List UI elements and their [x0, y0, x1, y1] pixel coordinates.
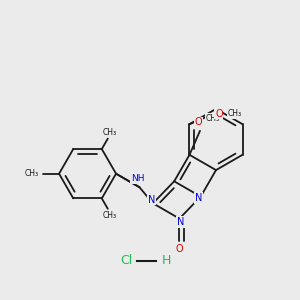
Text: O: O — [195, 117, 202, 128]
Text: NH: NH — [131, 174, 145, 183]
Text: CH₃: CH₃ — [206, 114, 220, 123]
Text: O: O — [215, 109, 223, 119]
Text: Cl: Cl — [120, 254, 132, 268]
Text: CH₃: CH₃ — [228, 109, 242, 118]
Text: CH₃: CH₃ — [102, 211, 116, 220]
Text: O: O — [176, 244, 183, 254]
Text: N: N — [195, 193, 202, 203]
Text: CH₃: CH₃ — [102, 128, 116, 136]
Text: CH₃: CH₃ — [25, 169, 39, 178]
Text: N: N — [177, 217, 184, 227]
Text: N: N — [148, 195, 155, 205]
Text: H: H — [162, 254, 171, 268]
